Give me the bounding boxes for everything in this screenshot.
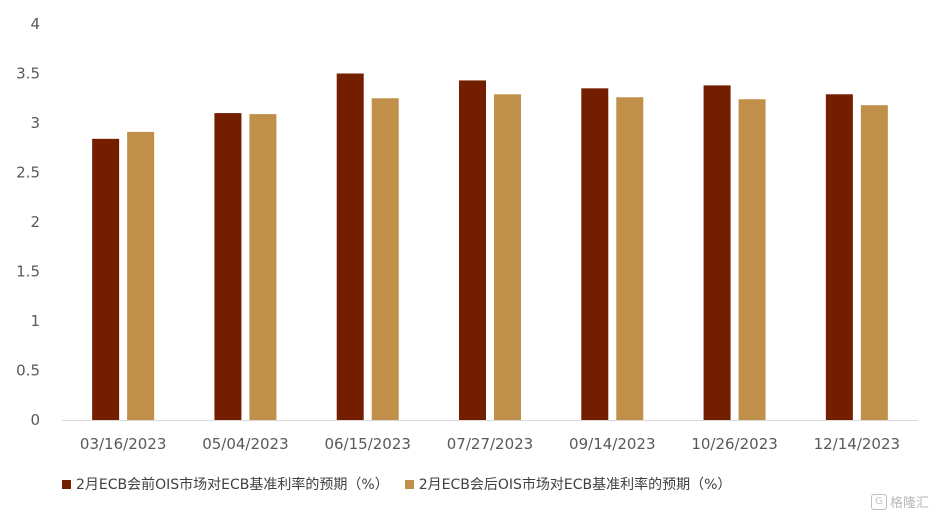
y-tick-label: 2.5 [16,164,40,182]
y-tick-label: 3 [30,114,40,132]
x-tick-label: 06/15/2023 [324,435,410,453]
bar-before [459,80,486,421]
x-tick-label: 09/14/2023 [569,435,655,453]
bar-before [825,94,853,420]
legend-label-before: 2月ECB会前OIS市场对ECB基准利率的预期（%） [76,477,389,493]
bar-after [494,94,521,420]
x-tick-label: 05/04/2023 [202,435,288,453]
bar-before [581,88,609,420]
bar-after [371,98,399,420]
y-tick-label: 1 [30,312,40,330]
x-axis-ticks: 03/16/2023 05/04/2023 06/15/2023 07/27/2023… [80,435,900,453]
bar-after [860,105,888,421]
legend-item-after: 2月ECB会后OIS市场对ECB基准利率的预期（%） [404,474,732,494]
y-tick-label: 4 [30,15,40,33]
bars-group [92,73,888,421]
bar-after [249,114,277,420]
y-axis-ticks: 0 0.5 1 1.5 2 2.5 3 3.5 4 [16,15,40,429]
logo-g-icon: G [870,493,887,510]
x-tick-label: 12/14/2023 [814,435,900,453]
y-tick-label: 3.5 [16,65,40,83]
legend-item-before: 2月ECB会前OIS市场对ECB基准利率的预期（%） [62,474,389,494]
bar-after [616,97,644,420]
y-tick-label: 0 [30,411,40,429]
bar-after [127,131,155,420]
watermark: G 格隆汇 [870,492,929,511]
y-tick-label: 0.5 [16,362,40,380]
bar-before [92,138,120,420]
legend-swatch-after [404,479,414,489]
bar-before [214,113,242,420]
y-tick-label: 2 [30,213,40,231]
y-tick-label: 1.5 [16,263,40,281]
watermark-text: 格隆汇 [889,496,929,511]
bar-before [703,85,731,420]
legend-swatch-before [62,479,71,489]
legend: 2月ECB会前OIS市场对ECB基准利率的预期（%） 2月ECB会后OIS市场对… [62,474,747,494]
bar-before [336,73,364,420]
x-tick-label: 03/16/2023 [80,435,166,453]
x-tick-label: 10/26/2023 [691,435,777,453]
x-tick-label: 07/27/2023 [447,435,533,453]
bar-after [738,99,766,421]
legend-label-after: 2月ECB会后OIS市场对ECB基准利率的预期（%） [418,477,732,493]
